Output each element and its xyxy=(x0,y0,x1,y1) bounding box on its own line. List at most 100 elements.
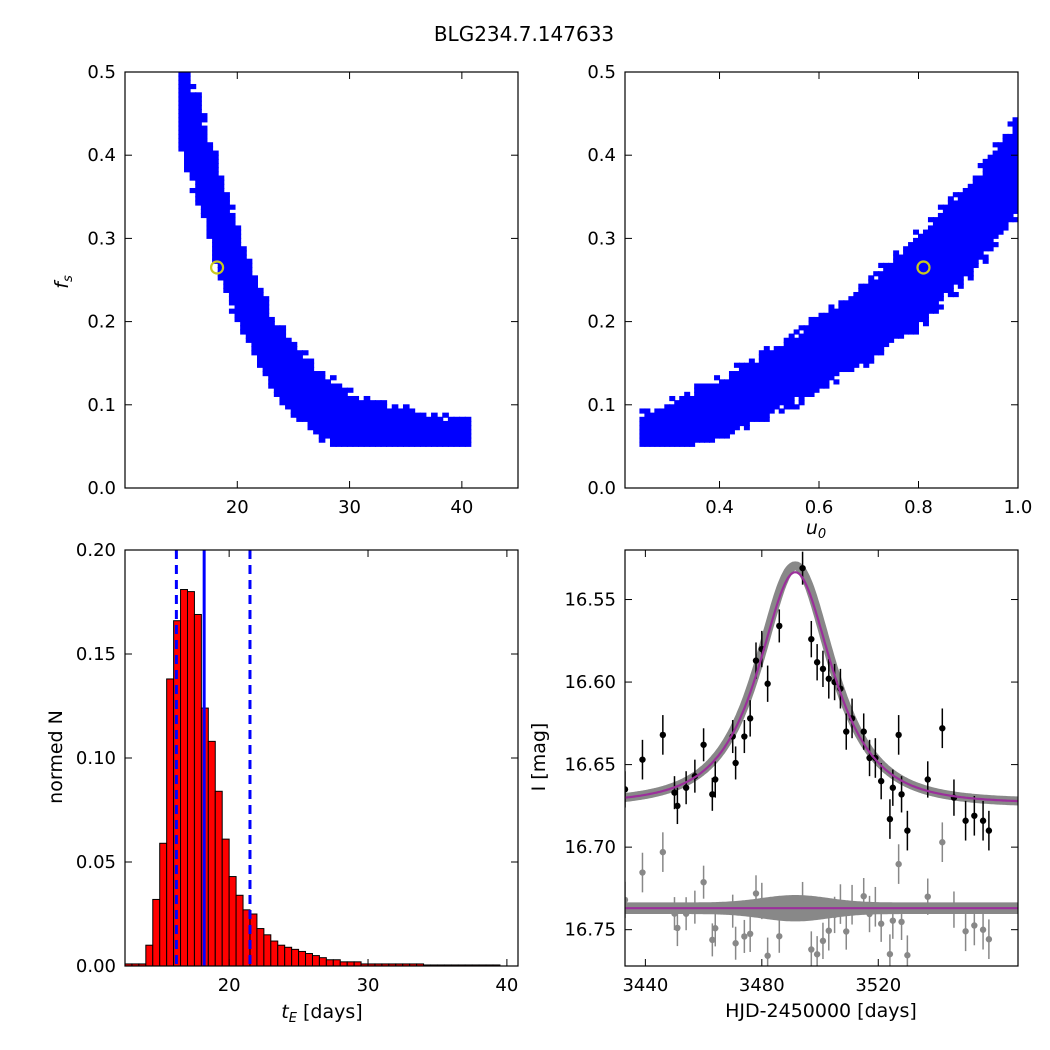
density-cell xyxy=(977,242,984,248)
density-cell xyxy=(962,208,969,214)
histogram-bar xyxy=(145,944,154,966)
density-cell xyxy=(922,242,929,248)
density-cell xyxy=(659,425,666,431)
density-cell xyxy=(922,262,929,269)
density-cell xyxy=(694,400,701,406)
density-cell xyxy=(644,429,651,435)
density-cell xyxy=(758,395,765,402)
density-cell xyxy=(753,404,760,410)
density-cell xyxy=(738,383,745,389)
data-point xyxy=(776,622,783,630)
density-cell xyxy=(992,212,999,219)
data-point xyxy=(625,786,629,793)
density-cell xyxy=(189,150,197,156)
histogram-bar xyxy=(263,934,272,966)
density-cell xyxy=(223,271,230,277)
density-cell xyxy=(898,316,905,323)
density-cell xyxy=(228,246,236,252)
density-cell xyxy=(234,275,242,281)
density-cell xyxy=(763,412,770,418)
density-cell xyxy=(972,187,979,194)
data-point xyxy=(700,741,707,748)
density-cell xyxy=(654,429,661,435)
density-cell xyxy=(753,395,760,402)
density-cell xyxy=(838,325,845,331)
density-cell xyxy=(828,346,835,352)
density-cell xyxy=(324,395,331,402)
density-cell xyxy=(723,412,730,418)
density-cell xyxy=(932,217,939,223)
density-cell xyxy=(918,287,924,293)
density-cell xyxy=(888,325,895,331)
density-cell xyxy=(414,425,421,431)
density-cell xyxy=(833,321,840,327)
density-cell xyxy=(997,229,1004,235)
density-cell xyxy=(679,408,686,414)
density-cell xyxy=(341,416,348,422)
density-cell xyxy=(748,358,755,364)
density-cell xyxy=(704,408,711,414)
density-cell xyxy=(982,233,989,239)
y-tick-label: 0.15 xyxy=(76,644,116,665)
density-cell xyxy=(748,408,755,414)
density-cell xyxy=(313,416,320,422)
density-cell xyxy=(937,250,944,256)
data-point xyxy=(979,817,987,824)
density-cell xyxy=(184,146,191,152)
density-cell xyxy=(217,183,225,189)
density-cell xyxy=(863,283,870,289)
density-cell xyxy=(853,346,860,352)
density-cell xyxy=(402,412,410,418)
density-cell xyxy=(200,200,208,206)
density-cell xyxy=(893,325,900,331)
density-cell xyxy=(918,275,924,281)
density-cell xyxy=(967,221,974,227)
density-cell xyxy=(723,420,730,427)
density-cell xyxy=(947,275,954,281)
density-cell xyxy=(195,100,202,106)
density-cell xyxy=(262,308,270,314)
density-cell xyxy=(200,150,208,156)
y-tick-label: 0.2 xyxy=(87,312,116,333)
density-cell xyxy=(843,354,850,360)
density-cell xyxy=(380,416,388,422)
density-cell xyxy=(352,420,360,427)
density-cell xyxy=(184,150,191,156)
density-cell xyxy=(823,350,830,356)
density-cell xyxy=(853,296,860,302)
density-cell xyxy=(813,329,820,335)
density-cell xyxy=(346,387,354,393)
density-cell xyxy=(453,425,461,431)
density-cell xyxy=(937,267,944,273)
density-cell xyxy=(838,312,845,318)
density-cell xyxy=(883,262,890,269)
density-cell xyxy=(733,395,740,402)
density-cell xyxy=(918,262,924,269)
density-cell xyxy=(189,175,197,181)
density-cell xyxy=(212,208,219,214)
density-cell xyxy=(942,208,949,214)
density-cell xyxy=(358,429,365,435)
density-cell xyxy=(972,217,979,223)
density-cell xyxy=(932,300,939,306)
density-cell xyxy=(903,312,910,318)
density-cell xyxy=(386,429,393,435)
density-cell xyxy=(459,441,466,447)
density-cell xyxy=(363,416,371,422)
residual-point xyxy=(898,918,905,926)
density-cell xyxy=(318,400,326,406)
density-cell xyxy=(793,379,800,385)
density-cell xyxy=(992,196,999,202)
density-cell xyxy=(234,225,242,231)
density-cell xyxy=(913,329,920,335)
density-cell xyxy=(818,366,825,373)
density-cell xyxy=(868,304,875,310)
density-cell xyxy=(358,437,365,443)
density-cell xyxy=(669,420,676,427)
density-cell xyxy=(352,412,360,418)
density-cell xyxy=(962,200,969,206)
density-cell xyxy=(848,321,855,327)
density-cell xyxy=(942,229,949,235)
density-cell xyxy=(908,304,915,310)
density-cell xyxy=(324,404,331,410)
